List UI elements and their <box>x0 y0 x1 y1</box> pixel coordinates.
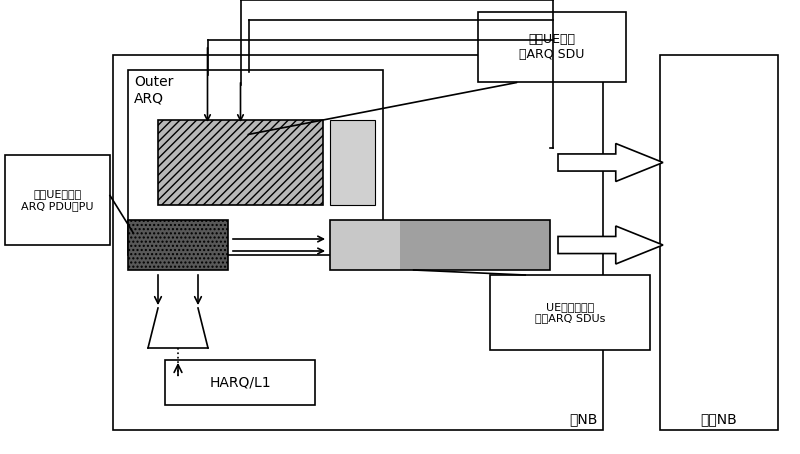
Bar <box>5 155 110 245</box>
Bar <box>330 120 375 205</box>
Bar <box>478 12 626 82</box>
Bar <box>490 275 650 350</box>
Text: HARQ/L1: HARQ/L1 <box>209 375 271 390</box>
Polygon shape <box>558 143 663 182</box>
Bar <box>330 220 400 270</box>
Text: 目标NB: 目标NB <box>701 412 738 426</box>
Text: 未向UE发送
的ARQ SDU: 未向UE发送 的ARQ SDU <box>519 33 585 61</box>
Bar <box>400 220 550 270</box>
Polygon shape <box>558 226 663 264</box>
Bar <box>330 220 550 270</box>
Bar <box>128 70 383 255</box>
Bar <box>660 55 778 430</box>
Text: UE已经收到的
部分ARQ SDUs: UE已经收到的 部分ARQ SDUs <box>535 302 605 323</box>
Text: Outer
ARQ: Outer ARQ <box>134 75 174 105</box>
Bar <box>165 360 315 405</box>
Text: 源NB: 源NB <box>570 412 598 426</box>
Text: 等待UE确认的
ARQ PDU或PU: 等待UE确认的 ARQ PDU或PU <box>22 189 94 211</box>
Bar <box>128 220 228 270</box>
Bar <box>158 120 323 205</box>
Bar <box>113 55 603 430</box>
